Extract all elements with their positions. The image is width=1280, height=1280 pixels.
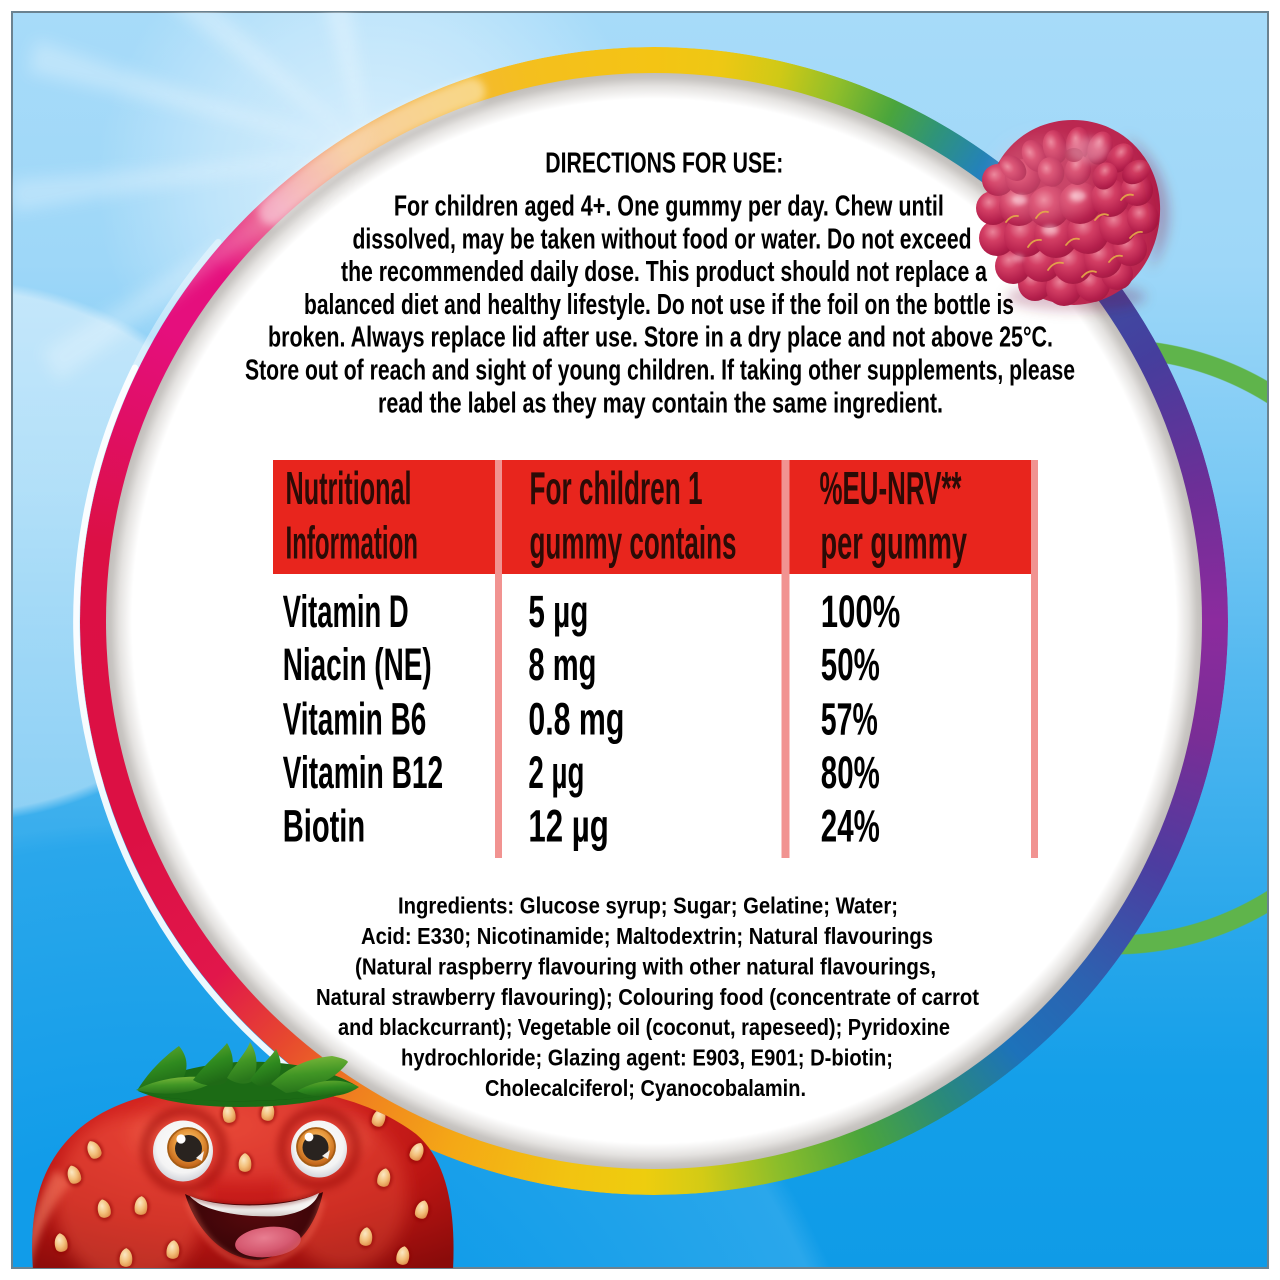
svg-text:dissolved, may be taken withou: dissolved, may be taken without food or …: [353, 223, 972, 255]
svg-text:per gummy: per gummy: [821, 517, 968, 569]
svg-text:Acid: E330; Nicotinamide; Malt: Acid: E330; Nicotinamide; Maltodextrin; …: [361, 923, 933, 949]
svg-text:For children aged 4+. One gumm: For children aged 4+. One gummy per day.…: [394, 191, 944, 223]
svg-text:Cholecalciferol; Cyanocobalami: Cholecalciferol; Cyanocobalamin.: [485, 1075, 806, 1101]
svg-text:Natural strawberry flavouring): Natural strawberry flavouring); Colourin…: [316, 984, 979, 1010]
svg-text:(Natural raspberry flavouring: (Natural raspberry flavouring with other…: [355, 954, 936, 980]
svg-text:hydrochloride; Glazing agent:: hydrochloride; Glazing agent: E903, E901…: [401, 1045, 893, 1071]
svg-text:read the label as they may con: read the label as they may contain the s…: [378, 387, 943, 419]
svg-text:and blackcurrant); Vegetable o: and blackcurrant); Vegetable oil (coconu…: [338, 1014, 950, 1040]
svg-text:2 µg: 2 µg: [528, 747, 584, 798]
svg-text:For children 1: For children 1: [530, 462, 703, 514]
svg-text:5 µg: 5 µg: [528, 586, 588, 637]
svg-text:broken. Always replace lid aft: broken. Always replace lid after use. St…: [268, 322, 1053, 354]
svg-text:%EU-NRV**: %EU-NRV**: [820, 462, 962, 514]
svg-text:balanced diet and healthy life: balanced diet and healthy lifestyle. Do …: [304, 289, 1014, 321]
svg-text:50%: 50%: [821, 639, 880, 690]
svg-text:the recommended daily dose. Th: the recommended daily dose. This product…: [341, 256, 988, 288]
svg-text:gummy contains: gummy contains: [530, 517, 737, 569]
svg-text:Ingredients: Glucose syrup; Su: Ingredients: Glucose syrup; Sugar; Gelat…: [398, 893, 898, 919]
svg-text:12 µg: 12 µg: [528, 801, 609, 852]
svg-text:8 mg: 8 mg: [528, 639, 596, 690]
svg-text:DIRECTIONS FOR USE:: DIRECTIONS FOR USE:: [545, 148, 783, 180]
svg-text:Information: Information: [286, 517, 419, 569]
svg-text:Vitamin B12: Vitamin B12: [283, 747, 444, 798]
svg-text:Nutritional: Nutritional: [286, 462, 412, 514]
svg-text:Biotin: Biotin: [283, 801, 366, 852]
svg-text:Vitamin D: Vitamin D: [283, 586, 409, 637]
svg-text:Store out of reach and sight o: Store out of reach and sight of young ch…: [245, 355, 1075, 387]
svg-text:80%: 80%: [821, 747, 880, 798]
svg-text:Vitamin B6: Vitamin B6: [283, 694, 427, 745]
svg-text:24%: 24%: [821, 801, 880, 852]
svg-text:Niacin (NE): Niacin (NE): [283, 639, 432, 690]
svg-text:0.8 mg: 0.8 mg: [528, 694, 624, 745]
svg-text:57%: 57%: [821, 694, 878, 745]
svg-text:100%: 100%: [821, 586, 901, 637]
